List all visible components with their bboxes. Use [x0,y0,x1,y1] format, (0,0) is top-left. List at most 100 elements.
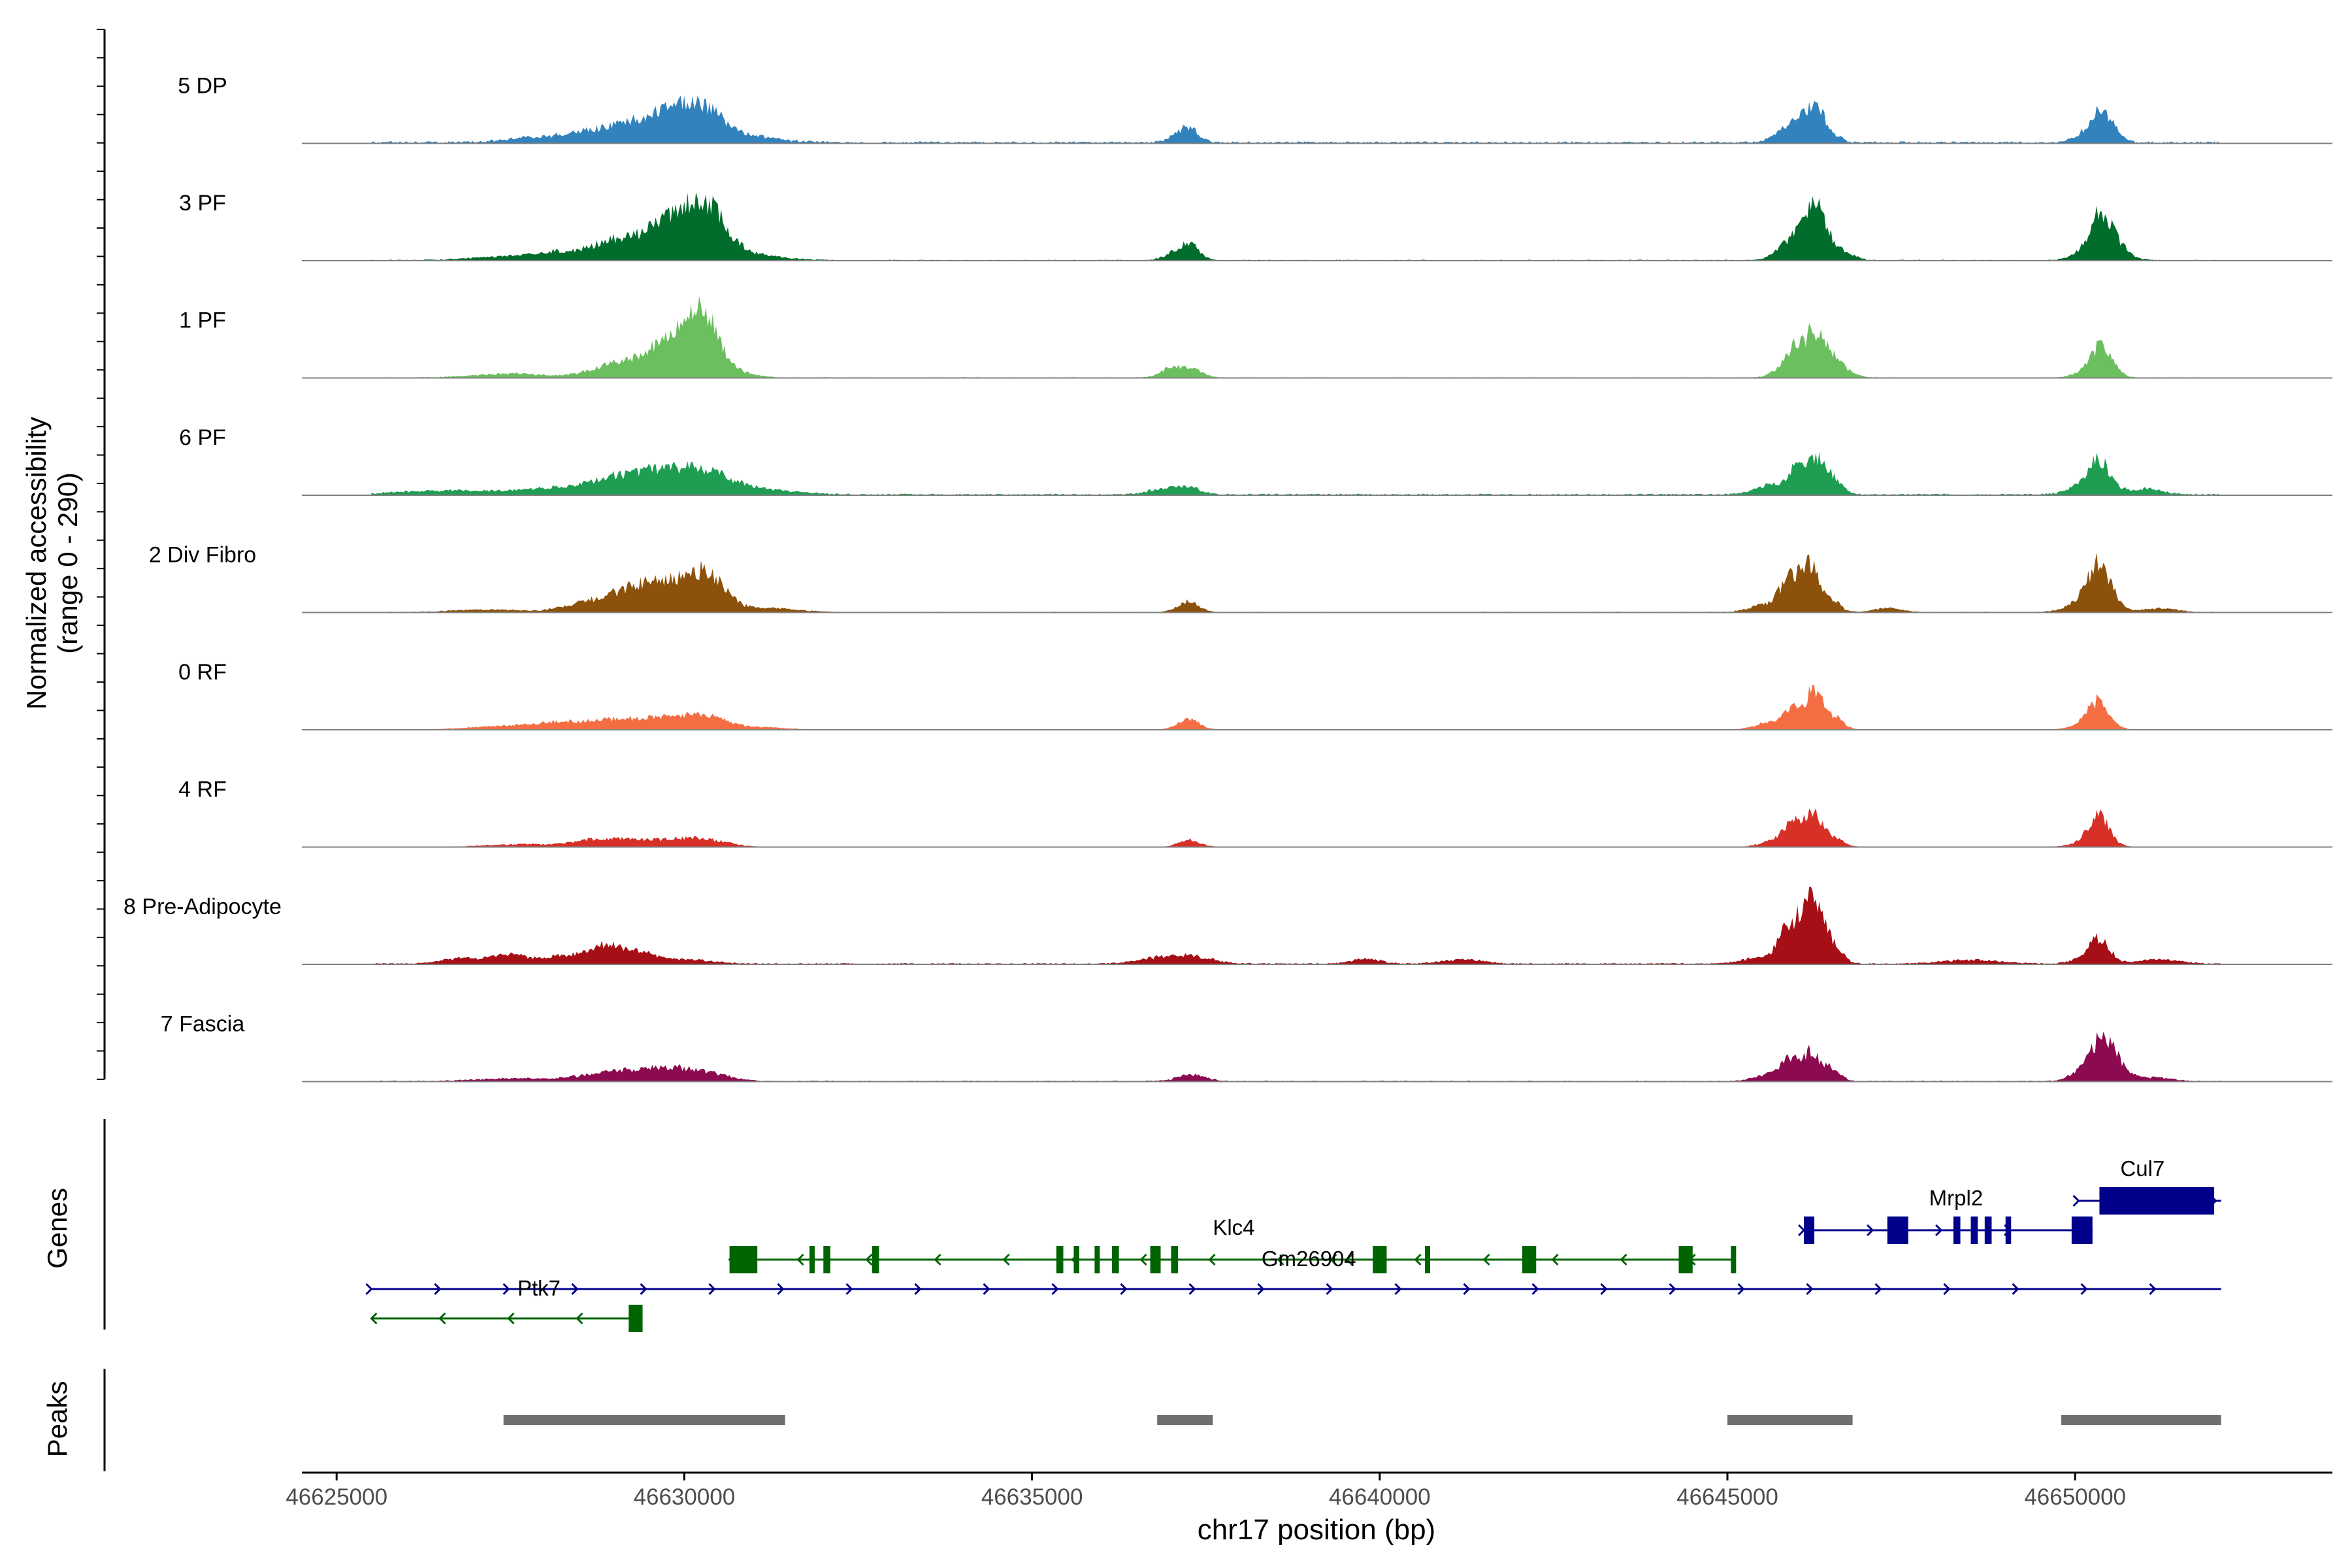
gene-exon [1073,1246,1079,1273]
strand-arrow [1208,1253,1216,1266]
x-tick-label: 46645000 [1676,1484,1778,1510]
gene-exon [2071,1217,2093,1244]
strand-arrow [1330,1253,1337,1266]
gene-exon [2099,1187,2215,1215]
strand-arrow [1531,1282,1539,1296]
coverage-area-5-dp [371,95,2221,144]
gene-exon [1731,1246,1737,1273]
strand-arrow [1188,1282,1196,1296]
gene-exon [823,1246,830,1273]
gene-exon [872,1246,879,1273]
strand-arrow [845,1282,853,1296]
track-label: 4 RF [178,777,227,802]
strand-arrow [1600,1282,1608,1296]
strand-arrow [1139,1253,1147,1266]
strand-arrow [777,1282,785,1296]
x-axis-title: chr17 position (bp) [1198,1514,1435,1546]
gene-exon [629,1305,643,1332]
strand-arrow [1051,1282,1059,1296]
strand-arrow [1120,1282,1128,1296]
strand-arrow [865,1253,873,1266]
strand-arrow [1867,1224,1874,1237]
strand-arrow [914,1282,922,1296]
gene-exon [1984,1217,1992,1244]
x-tick-label: 46630000 [634,1484,736,1510]
strand-arrow [1935,1224,1943,1237]
strand-arrow [2080,1282,2088,1296]
coverage-area-3-pf [371,192,2221,261]
track-label: 6 PF [179,425,226,450]
coverage-tracks: 5 DP 3 PF 1 PF 6 PF 2 Div Fibro 0 RF 4 RF 8 Pre… [97,29,2332,1083]
strand-arrow [1620,1253,1627,1266]
peak-region [503,1415,785,1425]
strand-arrow [1326,1282,1333,1296]
y-axis-title-line1: Normalized accessibility [21,417,52,710]
gene-exon [1678,1246,1693,1273]
strand-arrow [507,1312,515,1325]
track-label: 2 Div Fibro [149,543,256,568]
peak-region [1727,1415,1853,1425]
coverage-area-0-rf [371,685,2221,730]
gene-exon [1171,1246,1179,1273]
track-label: 5 DP [178,74,227,99]
strand-arrow [1345,1253,1353,1266]
strand-arrow [1257,1282,1265,1296]
x-tick-label: 46625000 [286,1484,387,1510]
genes-track: Ptk7 Klc4 Gm26904 Mrpl2 Cul7 [103,1119,2221,1332]
gene-label-cul7: Cul7 [2120,1156,2164,1181]
gene-label-mrpl2: Mrpl2 [1929,1186,1984,1210]
gene-exon [1424,1246,1430,1273]
strand-arrow [934,1253,941,1266]
x-tick-label: 46650000 [2024,1484,2126,1510]
track-label: 8 Pre-Adipocyte [123,894,282,919]
strand-arrow [1551,1253,1559,1266]
strand-arrow [576,1312,583,1325]
strand-arrow [2072,1194,2080,1207]
gene-exon [809,1246,815,1273]
strand-arrow [2149,1282,2157,1296]
gene-exon [1112,1246,1119,1273]
gene-exon [1970,1217,1978,1244]
gene-exon [1150,1246,1161,1273]
gene-label-ptk7: Ptk7 [517,1276,561,1300]
track-label: 7 Fascia [161,1012,245,1037]
gene-exon [1522,1246,1537,1273]
strand-arrow [1002,1253,1010,1266]
strand-arrow [502,1282,510,1296]
peak-region [1157,1415,1213,1425]
gene-exon [2005,1217,2012,1244]
gene-label-gm26904: Gm26904 [1262,1247,1356,1271]
strand-arrow [434,1282,442,1296]
gene-exon [729,1246,758,1273]
x-tick-label: 46635000 [981,1484,1083,1510]
strand-arrow [370,1312,378,1325]
gene-exon [1953,1217,1961,1244]
track-label: 0 RF [178,660,227,685]
peaks-track-label: Peaks [42,1381,73,1458]
gene-label-klc4: Klc4 [1213,1215,1254,1239]
strand-arrow [796,1253,804,1266]
x-tick-label: 46640000 [1329,1484,1431,1510]
coverage-area-6-pf [371,452,2221,495]
genes-track-label: Genes [42,1188,73,1269]
strand-arrow [365,1282,373,1296]
peaks-track [103,1369,2221,1471]
strand-arrow [1414,1253,1422,1266]
strand-arrow [640,1282,647,1296]
strand-arrow [1669,1282,1676,1296]
strand-arrow [1874,1282,1882,1296]
peak-region [2061,1415,2221,1425]
gene-exon [1094,1246,1100,1273]
strand-arrow [1394,1282,1402,1296]
strand-arrow [1463,1282,1471,1296]
strand-arrow [708,1282,716,1296]
strand-arrow [2012,1282,2019,1296]
track-label: 1 PF [179,308,226,333]
strand-arrow [1482,1253,1490,1266]
gene-exon [1373,1246,1387,1273]
strand-arrow [983,1282,990,1296]
coverage-area-8-pre-adipocyte [371,887,2221,964]
track-label: 3 PF [179,191,226,216]
